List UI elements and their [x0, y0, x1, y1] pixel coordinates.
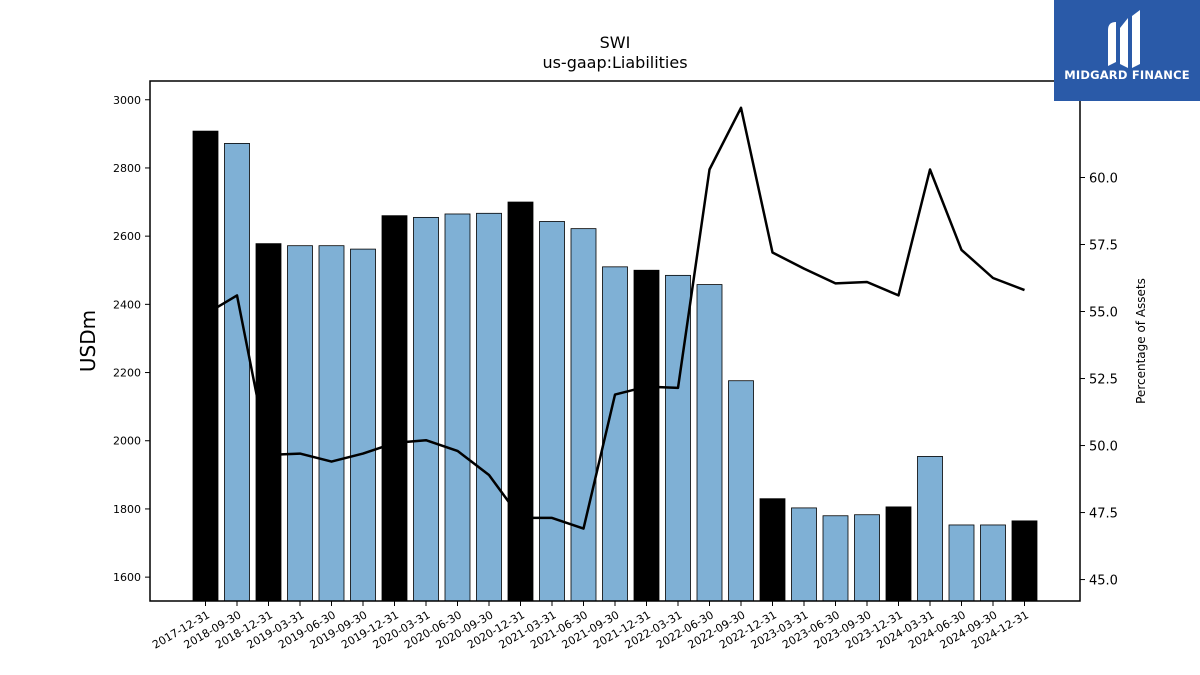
bar	[381, 215, 408, 602]
bar	[507, 201, 534, 602]
y2-tick-label: 50.0	[1089, 440, 1118, 455]
bar	[728, 380, 754, 602]
bar	[539, 221, 565, 602]
y-tick-label: 1800	[113, 503, 141, 516]
bar	[224, 142, 250, 602]
y-axis-label: USDm	[76, 310, 100, 372]
bar	[413, 216, 439, 602]
bar	[917, 456, 943, 602]
brand-name: MIDGARD FINANCE	[1064, 68, 1190, 82]
bar	[476, 212, 502, 602]
y2-tick-label: 52.5	[1089, 373, 1118, 388]
bar	[287, 245, 313, 602]
bar	[980, 524, 1006, 602]
y-tick-label: 2400	[113, 298, 141, 311]
bar	[791, 507, 817, 602]
bar	[696, 284, 723, 602]
bar	[350, 248, 376, 602]
midgard-m-icon	[1108, 10, 1140, 68]
bar	[255, 243, 282, 602]
bar	[444, 213, 471, 602]
bar	[759, 498, 786, 602]
y2-tick-label: 45.0	[1089, 574, 1118, 589]
y-tick-label: 2600	[113, 230, 141, 243]
chart-subtitle: us-gaap:Liabilities	[542, 53, 687, 72]
y2-tick-label: 57.5	[1089, 239, 1118, 254]
bar	[192, 130, 219, 602]
plot-area: 1600 1800 2000 2200 2400 2600 2800 3000 45.0 47.5…	[113, 80, 1118, 652]
y2-axis-label: Percentage of Assets	[1134, 278, 1148, 404]
y2-tick-label: 55.0	[1089, 306, 1118, 321]
y-tick-label: 3000	[113, 94, 141, 107]
y-tick-label: 2800	[113, 162, 141, 175]
bar	[633, 269, 660, 602]
bar	[1011, 520, 1038, 602]
chart-title: SWI	[600, 33, 631, 52]
bar	[318, 245, 345, 602]
bar	[885, 506, 912, 602]
y2-tick-label: 47.5	[1089, 507, 1118, 522]
y2-tick-label: 60.0	[1089, 171, 1118, 186]
bar	[948, 524, 975, 602]
bar	[822, 515, 849, 602]
y-tick-label: 1600	[113, 571, 141, 584]
y-tick-label: 2200	[113, 367, 141, 380]
y-tick-label: 2000	[113, 435, 141, 448]
bar	[570, 228, 597, 602]
line-series	[204, 106, 1025, 530]
brand-logo: MIDGARD FINANCE	[1054, 0, 1200, 101]
bar	[854, 514, 880, 602]
